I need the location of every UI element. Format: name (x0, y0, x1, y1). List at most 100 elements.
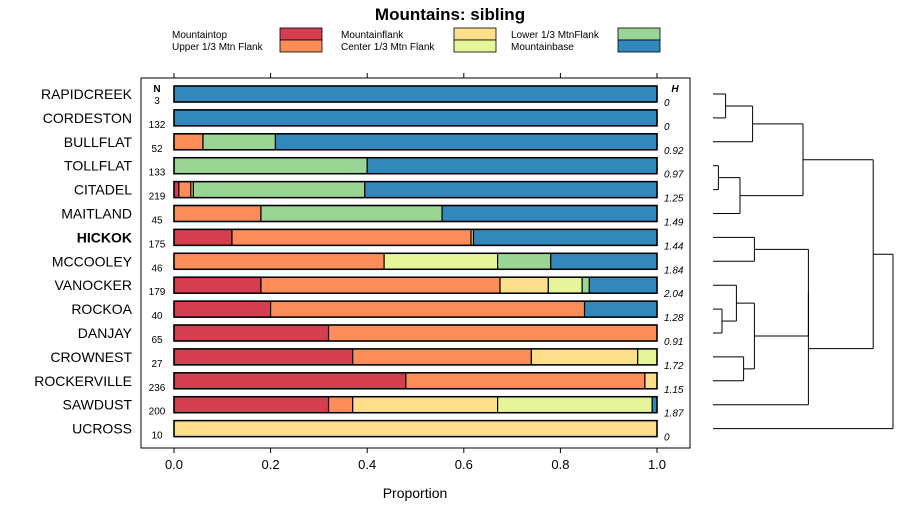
n-value: 132 (149, 120, 166, 131)
bar-segment-center-1-3-mtn-flank (497, 396, 653, 414)
bar-segment-mountainflank (499, 276, 549, 294)
bar-segment-upper-1-3-mtn-flank (352, 348, 533, 366)
h-value: 0.92 (664, 146, 684, 157)
bar-outline (173, 395, 658, 414)
chart-title: Mountains: sibling (375, 5, 525, 24)
bar-segment-lower-1-3-mtnflank (202, 133, 277, 151)
legend-mountainbase-label: Mountainbase (511, 42, 574, 53)
bar-segment-lower-1-3-mtnflank (581, 276, 590, 294)
bar-segment-upper-1-3-mtn-flank (173, 133, 204, 151)
bar-segment-upper-1-3-mtn-flank (327, 324, 658, 342)
bar-segment-mountainflank (352, 396, 499, 414)
bar-outline (173, 85, 658, 103)
category-label: CROWNEST (50, 349, 132, 365)
row-mccooley: MCCOOLEY 46 1.84 (52, 252, 684, 276)
row-cordeston: CORDESTON 132 0 (43, 109, 670, 133)
bar-segment-mountaintop (173, 324, 330, 342)
bar-outline (173, 252, 658, 271)
bar-outline (173, 156, 658, 175)
x-tick-label: 0.4 (358, 457, 376, 472)
h-value: 1.87 (664, 409, 684, 420)
legend-mountainflank-label: Mountainflank (341, 30, 404, 41)
bar-segment-mountainbase (441, 204, 658, 223)
h-value: 1.28 (664, 313, 684, 324)
bar-segment-mountainflank (173, 420, 658, 438)
bar-segment-mountainbase (588, 276, 658, 294)
h-value: 1.15 (664, 385, 684, 396)
bar-segment-mountainbase (364, 181, 658, 199)
legend-lower-1-3-mtnflank-swatch (617, 27, 661, 41)
category-label: RAPIDCREEK (41, 86, 133, 102)
n-value: 46 (151, 263, 163, 274)
bar-segment-mountainbase (550, 252, 658, 270)
bar-outline (173, 204, 658, 223)
row-rockoa: ROCKOA 40 1.28 (71, 300, 684, 324)
category-label: MCCOOLEY (52, 253, 133, 269)
bar-segment-mountainbase (366, 157, 658, 175)
n-value: 219 (149, 192, 166, 203)
legend-mountainflank-swatch (453, 27, 497, 41)
legend-center-1-3-mtn-flank-label: Center 1/3 Mtn Flank (341, 42, 435, 53)
bar-segment-mountainflank (644, 372, 658, 390)
bar-segment-mountaintop (173, 228, 233, 246)
n-value: 133 (149, 168, 166, 179)
x-axis: 0.0 0.2 0.4 0.6 0.8 1.0 (165, 73, 666, 472)
bar-segment-lower-1-3-mtnflank (173, 157, 368, 175)
n-value: 200 (149, 407, 166, 418)
h-value: 2.04 (663, 289, 684, 300)
bar-segment-center-1-3-mtn-flank (637, 348, 658, 366)
bar-segment-upper-1-3-mtn-flank (178, 181, 192, 199)
x-tick-label: 0.0 (165, 457, 183, 472)
bar-segment-lower-1-3-mtnflank (260, 204, 443, 223)
row-rockerville: ROCKERVILLE 236 1.15 (34, 372, 684, 396)
bar-outline (173, 348, 658, 366)
n-value: 27 (151, 359, 163, 370)
bar-segment-lower-1-3-mtnflank (497, 252, 552, 270)
x-tick-label: 1.0 (648, 457, 666, 472)
h-value: 1.25 (664, 194, 684, 205)
n-value: 175 (149, 239, 166, 250)
row-ucross: UCROSS 10 0 (72, 419, 670, 444)
bar-segment-mountainbase (472, 228, 658, 246)
bar-segment-mountainflank (530, 348, 639, 366)
h-value: 0.91 (664, 337, 683, 348)
bar-outline (173, 133, 658, 151)
bar-segment-upper-1-3-mtn-flank (231, 228, 472, 246)
category-label: VANOCKER (54, 277, 132, 293)
n-column-header: N (153, 84, 160, 95)
bar-segment-mountainbase (173, 109, 658, 127)
bar-segment-upper-1-3-mtn-flank (327, 396, 354, 414)
h-value: 1.84 (664, 265, 684, 276)
bar-segment-mountaintop (173, 396, 330, 414)
row-maitland: MAITLAND 45 1.49 (61, 204, 684, 229)
h-value: 0 (664, 98, 670, 109)
bar-outline (173, 180, 658, 199)
bar-segment-center-1-3-mtn-flank (547, 276, 583, 294)
n-value: 52 (151, 144, 163, 155)
row-danjay: DANJAY 65 0.91 (78, 324, 683, 348)
x-tick-label: 0.2 (262, 457, 280, 472)
bar-segment-mountaintop (173, 372, 407, 390)
row-rapidcreek: RAPIDCREEK 3 0 (41, 85, 670, 109)
row-citadel: CITADEL 219 1.25 (74, 180, 684, 205)
plot-panel (140, 77, 691, 449)
h-value: 0 (664, 122, 670, 133)
category-label: SAWDUST (63, 397, 133, 413)
category-label: BULLFLAT (64, 134, 133, 150)
bar-segment-mountainbase (583, 300, 658, 318)
bar-segment-mountainbase (274, 133, 658, 151)
bar-segment-upper-1-3-mtn-flank (260, 276, 501, 294)
n-value: 236 (149, 383, 166, 394)
legend-center-1-3-mtn-flank-swatch (453, 39, 497, 53)
h-value: 0 (664, 433, 670, 444)
x-axis-label: Proportion (383, 485, 448, 501)
bar-segment-mountaintop (173, 276, 262, 294)
category-label: TOLLFLAT (64, 158, 132, 174)
category-label: MAITLAND (61, 206, 132, 222)
row-crownest: CROWNEST 27 1.72 (50, 348, 684, 372)
bar-segment-upper-1-3-mtn-flank (270, 300, 586, 318)
n-value: 40 (151, 311, 163, 322)
